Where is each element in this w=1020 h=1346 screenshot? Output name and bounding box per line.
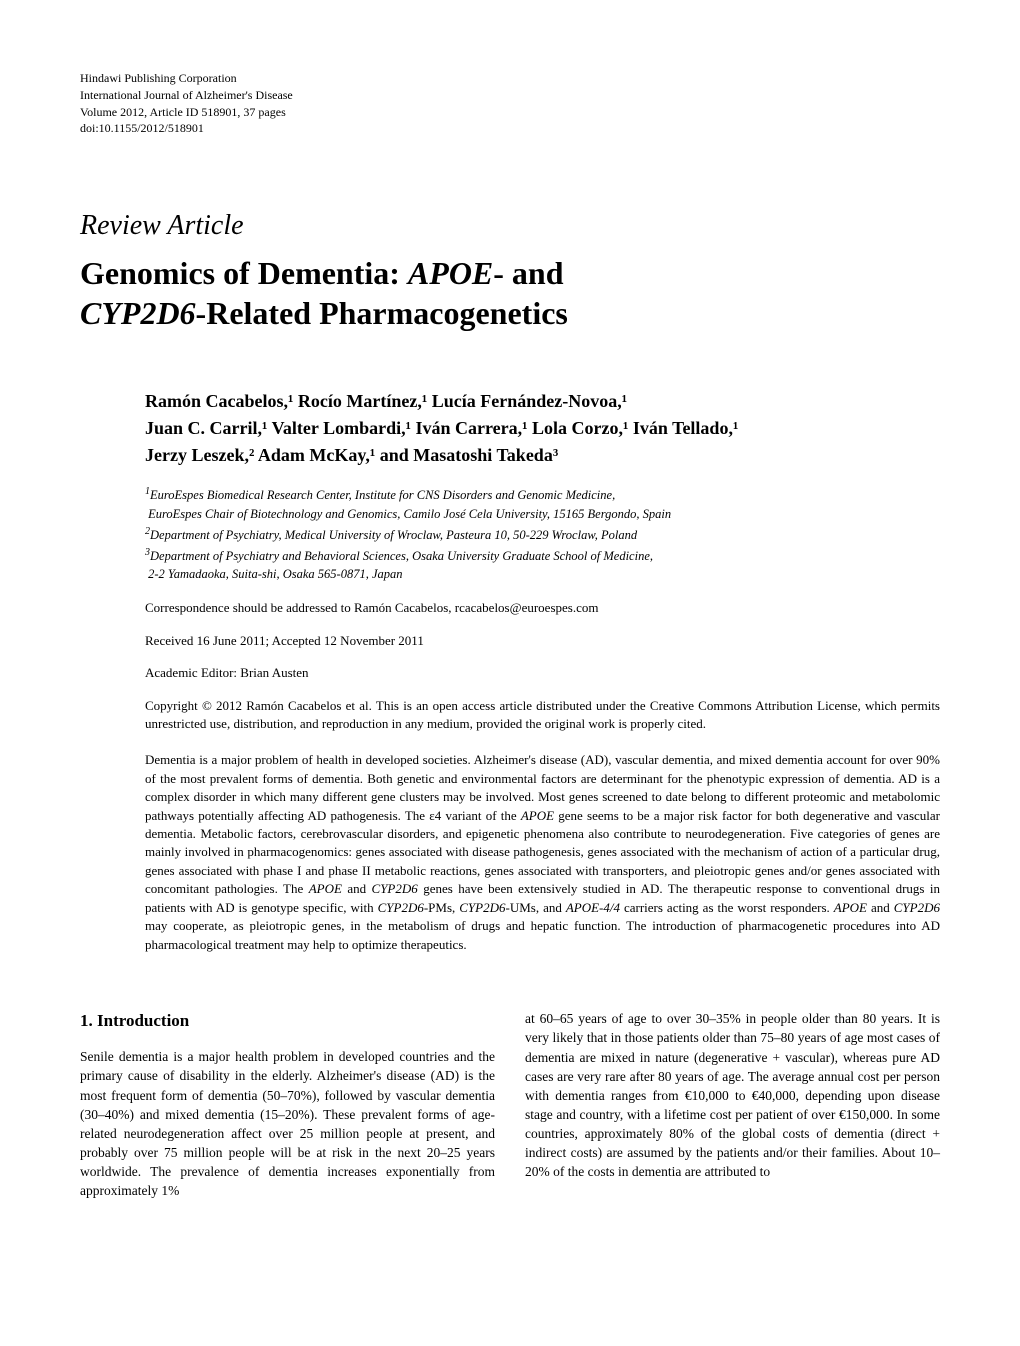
abstract: Dementia is a major problem of health in… xyxy=(145,751,940,954)
doi-line: doi:10.1155/2012/518901 xyxy=(80,120,940,137)
abstract-gene: APOE xyxy=(834,900,867,915)
correspondence-email[interactable]: rcacabelos@euroespes.com xyxy=(455,600,599,615)
title-gene: APOE xyxy=(408,255,493,291)
affil-text: EuroEspes Chair of Biotechnology and Gen… xyxy=(148,507,671,521)
abstract-text: and xyxy=(342,881,372,896)
copyright: Copyright © 2012 Ramón Cacabelos et al. … xyxy=(145,697,940,733)
abstract-gene: APOE xyxy=(521,808,554,823)
journal-line: International Journal of Alzheimer's Dis… xyxy=(80,87,940,104)
body-column-right: at 60–65 years of age to over 30–35% in … xyxy=(525,1009,940,1200)
affiliation: EuroEspes Chair of Biotechnology and Gen… xyxy=(145,505,940,524)
abstract-gene: CYP2D6 xyxy=(459,900,505,915)
affiliations-block: 1EuroEspes Biomedical Research Center, I… xyxy=(145,484,940,584)
section-heading: 1. Introduction xyxy=(80,1009,495,1033)
abstract-gene: APOE xyxy=(309,881,342,896)
affil-text: Department of Psychiatry, Medical Univer… xyxy=(150,528,637,542)
abstract-text: carriers acting as the worst responders. xyxy=(620,900,834,915)
abstract-gene: CYP2D6 xyxy=(378,900,424,915)
affil-text: 2-2 Yamadaoka, Suita-shi, Osaka 565-0871… xyxy=(148,567,402,581)
authors-line: Ramón Cacabelos,¹ Rocío Martínez,¹ Lucía… xyxy=(145,388,940,415)
article-type: Review Article xyxy=(80,207,940,245)
affil-text: EuroEspes Biomedical Research Center, In… xyxy=(150,488,615,502)
abstract-gene: APOE-4/4 xyxy=(566,900,620,915)
correspondence-text: Correspondence should be addressed to Ra… xyxy=(145,600,455,615)
abstract-gene: CYP2D6 xyxy=(894,900,940,915)
dates: Received 16 June 2011; Accepted 12 Novem… xyxy=(145,632,940,650)
volume-line: Volume 2012, Article ID 518901, 37 pages xyxy=(80,104,940,121)
abstract-text: -PMs, xyxy=(424,900,459,915)
article-title: Genomics of Dementia: APOE- and CYP2D6-R… xyxy=(80,253,940,333)
abstract-text: may cooperate, as pleiotropic genes, in … xyxy=(145,918,940,951)
title-text: - and xyxy=(493,255,563,291)
abstract-text: and xyxy=(867,900,894,915)
title-text: -Related Pharmacogenetics xyxy=(196,295,568,331)
title-gene: CYP2D6 xyxy=(80,295,196,331)
affiliation: 2Department of Psychiatry, Medical Unive… xyxy=(145,524,940,545)
affiliation: 2-2 Yamadaoka, Suita-shi, Osaka 565-0871… xyxy=(145,565,940,584)
body-paragraph: at 60–65 years of age to over 30–35% in … xyxy=(525,1009,940,1181)
abstract-gene: CYP2D6 xyxy=(372,881,418,896)
affil-text: Department of Psychiatry and Behavioral … xyxy=(150,549,653,563)
affiliation: 3Department of Psychiatry and Behavioral… xyxy=(145,545,940,566)
abstract-text: 4 variant of the xyxy=(435,808,521,823)
body-columns: 1. Introduction Senile dementia is a maj… xyxy=(80,1009,940,1200)
abstract-text: -UMs, and xyxy=(506,900,566,915)
publisher-line: Hindawi Publishing Corporation xyxy=(80,70,940,87)
body-paragraph: Senile dementia is a major health proble… xyxy=(80,1047,495,1200)
correspondence: Correspondence should be addressed to Ra… xyxy=(145,599,940,617)
title-text: Genomics of Dementia: xyxy=(80,255,408,291)
body-column-left: 1. Introduction Senile dementia is a maj… xyxy=(80,1009,495,1200)
affiliation: 1EuroEspes Biomedical Research Center, I… xyxy=(145,484,940,505)
academic-editor: Academic Editor: Brian Austen xyxy=(145,664,940,682)
authors-line: Jerzy Leszek,² Adam McKay,¹ and Masatosh… xyxy=(145,442,940,469)
authors-line: Juan C. Carril,¹ Valter Lombardi,¹ Iván … xyxy=(145,415,940,442)
authors-block: Ramón Cacabelos,¹ Rocío Martínez,¹ Lucía… xyxy=(145,388,940,469)
publisher-block: Hindawi Publishing Corporation Internati… xyxy=(80,70,940,137)
